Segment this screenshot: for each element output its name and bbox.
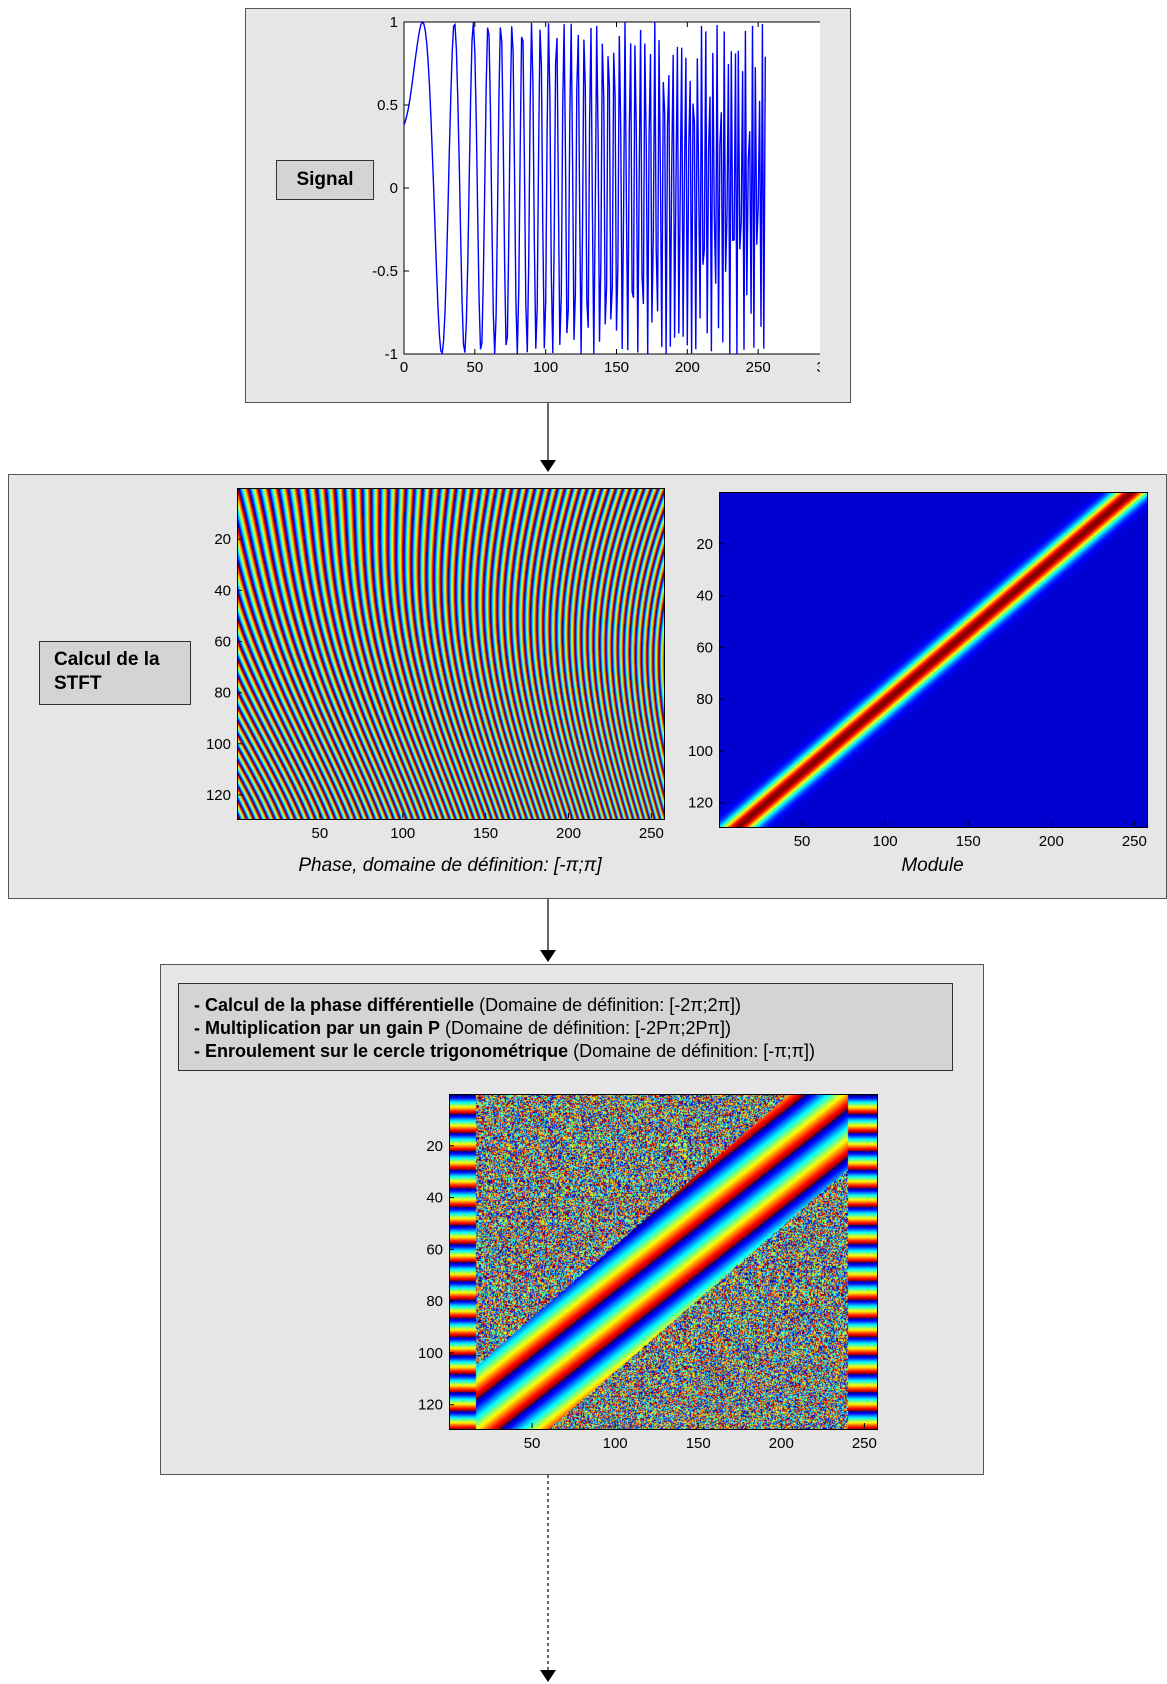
module-xtick: 150 bbox=[956, 833, 981, 850]
signal-label-box: Signal bbox=[276, 160, 374, 200]
diff-step-3-bold: - Enroulement sur le cercle trigonométri… bbox=[194, 1041, 569, 1061]
diff-phase-heatmap bbox=[449, 1094, 878, 1430]
phase-xtick: 150 bbox=[473, 825, 498, 842]
module-ytick: 20 bbox=[696, 536, 713, 553]
module-xtick: 50 bbox=[794, 833, 811, 850]
phase-caption: Phase, domaine de définition: [-π;π] bbox=[298, 855, 602, 876]
phase-ytick: 60 bbox=[214, 633, 231, 650]
module-ytick: 120 bbox=[688, 795, 713, 812]
diff-ytick: 120 bbox=[418, 1397, 443, 1414]
diff-step-2-rest: (Domaine de définition: [-2Pπ;2Pπ]) bbox=[440, 1018, 731, 1038]
phase-ytick: 20 bbox=[214, 531, 231, 548]
phase-ytick: 120 bbox=[206, 787, 231, 804]
module-ytick: 100 bbox=[688, 743, 713, 760]
diff-ytick: 100 bbox=[418, 1345, 443, 1362]
diff-xtick: 50 bbox=[524, 1435, 541, 1452]
module-ytick: 80 bbox=[696, 691, 713, 708]
phase-xtick: 50 bbox=[312, 825, 329, 842]
diff-step-3-rest: (Domaine de définition: [-π;π]) bbox=[568, 1041, 816, 1061]
module-xtick: 200 bbox=[1039, 833, 1064, 850]
signal-line bbox=[403, 20, 766, 355]
diff-step-1-rest: (Domaine de définition: [-2π;2π]) bbox=[474, 995, 742, 1015]
diff-step-1: - Calcul de la phase différentielle (Dom… bbox=[194, 994, 937, 1017]
diff-step-2-bold: - Multiplication par un gain P bbox=[194, 1018, 440, 1038]
diff-steps-box: - Calcul de la phase différentielle (Dom… bbox=[178, 983, 953, 1071]
diff-step-2: - Multiplication par un gain P (Domaine … bbox=[194, 1017, 937, 1040]
phase-axes: 50 100 150 200 250 20 40 60 80 100 120 bbox=[206, 531, 664, 842]
diff-step-3: - Enroulement sur le cercle trigonométri… bbox=[194, 1040, 937, 1063]
stft-label-line2: STFT bbox=[54, 673, 102, 694]
diff-phase-axes: 50 100 150 200 250 20 40 60 80 100 120 bbox=[418, 1138, 877, 1452]
module-ytick: 40 bbox=[696, 588, 713, 605]
stft-label-line1: Calcul de la bbox=[54, 649, 160, 670]
signal-xtick: 100 bbox=[533, 359, 558, 376]
signal-xtick: 200 bbox=[675, 359, 700, 376]
module-xtick: 250 bbox=[1122, 833, 1147, 850]
signal-xtick: 300 bbox=[816, 359, 820, 376]
diff-xtick: 100 bbox=[603, 1435, 628, 1452]
phase-ytick: 100 bbox=[206, 736, 231, 753]
module-caption: Module bbox=[901, 855, 964, 876]
signal-xtick: 50 bbox=[466, 359, 483, 376]
phase-xtick: 250 bbox=[639, 825, 664, 842]
signal-ytick: 0.5 bbox=[377, 97, 398, 114]
diff-xtick: 250 bbox=[852, 1435, 877, 1452]
stft-label-box: Calcul de la STFT bbox=[39, 641, 191, 705]
module-heatmap bbox=[719, 492, 1148, 828]
diff-ytick: 40 bbox=[426, 1190, 443, 1207]
module-ytick: 60 bbox=[696, 639, 713, 656]
diff-step-1-bold: - Calcul de la phase différentielle bbox=[194, 995, 475, 1015]
module-xtick: 100 bbox=[873, 833, 898, 850]
signal-ytick: -1 bbox=[385, 346, 398, 363]
signal-ytick: -0.5 bbox=[372, 263, 398, 280]
phase-xtick: 200 bbox=[556, 825, 581, 842]
diff-xtick: 200 bbox=[769, 1435, 794, 1452]
signal-xtick: 250 bbox=[746, 359, 771, 376]
phase-ytick: 40 bbox=[214, 582, 231, 599]
phase-xtick: 100 bbox=[390, 825, 415, 842]
module-axes: 50 100 150 200 250 20 40 60 80 100 120 bbox=[688, 536, 1147, 850]
diff-ytick: 20 bbox=[426, 1138, 443, 1155]
diff-ytick: 60 bbox=[426, 1241, 443, 1258]
signal-label: Signal bbox=[296, 169, 354, 190]
signal-ytick: 0 bbox=[390, 180, 398, 197]
signal-ytick: 1 bbox=[390, 14, 398, 31]
diff-xtick: 150 bbox=[686, 1435, 711, 1452]
signal-chart: 0 50 100 150 200 250 300 1 0.5 0 -0.5 -1 bbox=[372, 14, 820, 376]
phase-ytick: 80 bbox=[214, 685, 231, 702]
diff-ytick: 80 bbox=[426, 1293, 443, 1310]
signal-xtick: 150 bbox=[604, 359, 629, 376]
phase-heatmap bbox=[237, 488, 665, 820]
signal-xtick: 0 bbox=[400, 359, 408, 376]
